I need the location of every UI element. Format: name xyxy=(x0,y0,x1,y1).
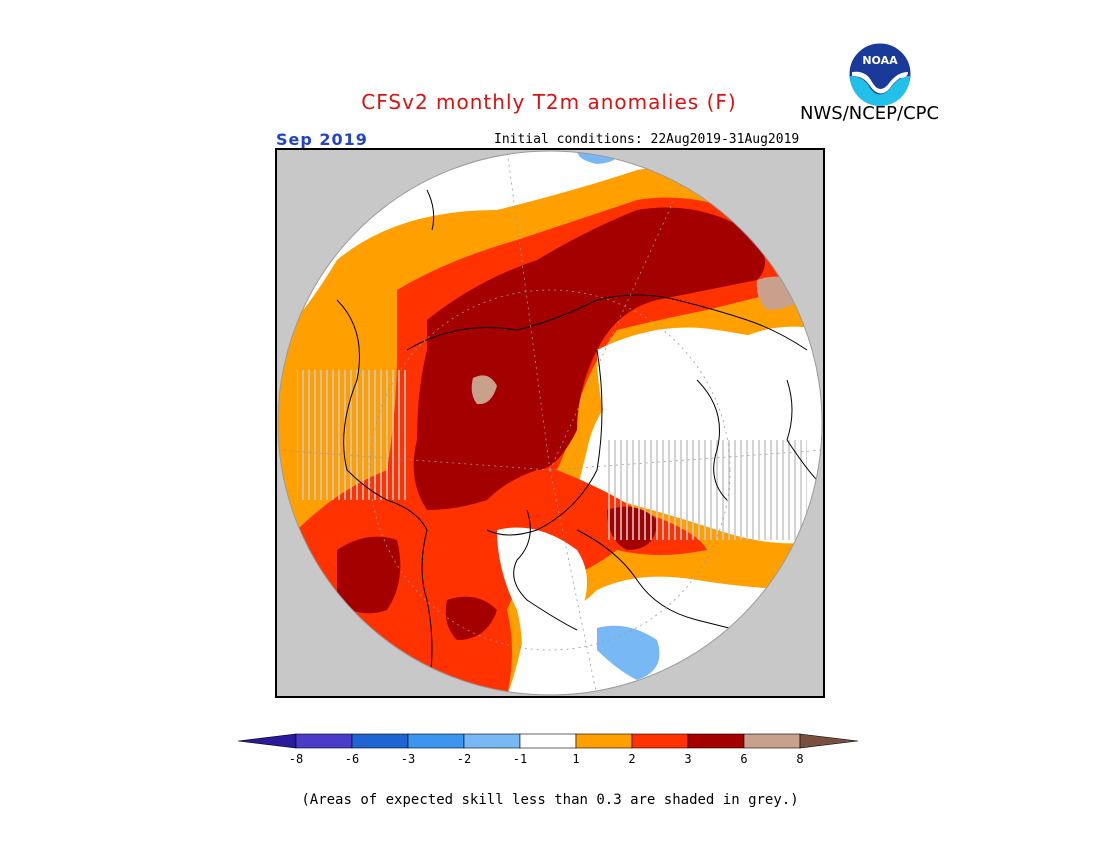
colorbar-arrow-high xyxy=(799,733,859,749)
colorbar-tick-label: 1 xyxy=(572,752,580,766)
colorbar-tick-label: 8 xyxy=(796,752,804,766)
near-normal-south xyxy=(497,527,587,695)
agency-label: NWS/NCEP/CPC xyxy=(800,103,940,124)
warm-anomaly-6-8 xyxy=(471,375,497,405)
svg-text:NOAA: NOAA xyxy=(862,54,898,67)
colorbar-tick-label: 3 xyxy=(684,752,692,766)
polar-map xyxy=(275,148,825,698)
graticule xyxy=(278,151,822,695)
warm-anomaly-3-6-south xyxy=(337,536,401,614)
map-disc-outline xyxy=(277,150,823,696)
low-skill-hatch-east xyxy=(607,440,807,540)
skill-note: (Areas of expected skill less than 0.3 a… xyxy=(301,792,799,808)
colorbar-tick-label: -2 xyxy=(456,752,472,766)
colorbar-swatch xyxy=(687,733,745,749)
colorbar-tick-label: 2 xyxy=(628,752,636,766)
low-skill-hatch-west xyxy=(297,370,407,500)
colorbar-swatch xyxy=(295,733,353,749)
colorbar-swatch xyxy=(407,733,465,749)
colorbar-swatch xyxy=(351,733,409,749)
colorbar-swatch xyxy=(631,733,689,749)
colorbar-tick-label: -1 xyxy=(512,752,528,766)
colorbar-tick-label: -6 xyxy=(344,752,360,766)
colorbar-swatch xyxy=(519,733,577,749)
cool-anomaly xyxy=(597,625,660,680)
forecast-period: Sep 2019 xyxy=(276,130,368,149)
noaa-logo: NOAA xyxy=(848,42,912,106)
colorbar-tick-label: 6 xyxy=(740,752,748,766)
warm-anomaly-3-6 xyxy=(413,207,765,510)
colorbar-tick-label: -8 xyxy=(288,752,304,766)
colorbar xyxy=(237,732,862,756)
colorbar-tick-label: -3 xyxy=(400,752,416,766)
colorbar-arrow-low xyxy=(237,733,297,749)
colorbar-swatch xyxy=(575,733,633,749)
colorbar-swatch xyxy=(463,733,521,749)
map-title: CFSv2 monthly T2m anomalies (F) xyxy=(361,90,737,114)
warm-anomaly-3-6-south2 xyxy=(445,596,497,640)
initial-conditions: Initial conditions: 22Aug2019-31Aug2019 xyxy=(494,132,800,147)
colorbar-swatch xyxy=(743,733,801,749)
